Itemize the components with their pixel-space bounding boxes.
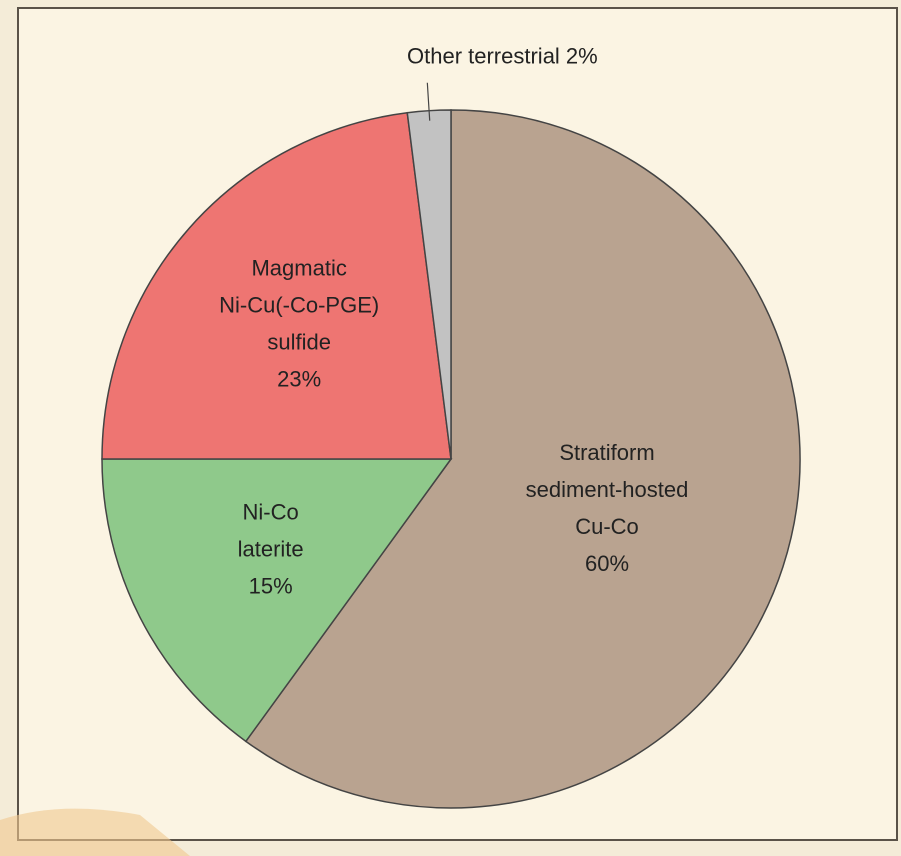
category-label: Ni-Cu(-Co-PGE)	[219, 292, 379, 317]
category-label: Magmatic	[251, 255, 346, 280]
leader-line	[426, 82, 431, 121]
category-label: Cu-Co	[575, 514, 639, 539]
value-label: 2%	[566, 44, 598, 69]
category-label: Ni-Co	[243, 500, 299, 525]
corner-decoration	[0, 808, 190, 856]
pie-slice	[101, 458, 453, 743]
value-label: 23%	[277, 366, 321, 391]
category-label: sulfide	[267, 329, 331, 354]
category-label: laterite	[238, 537, 304, 562]
slice-label: Other terrestrial 2%	[407, 44, 598, 69]
pie-slice	[101, 111, 452, 460]
category-label: Other terrestrial	[407, 44, 560, 69]
category-label: sediment-hosted	[526, 477, 689, 502]
pie-slice	[244, 109, 801, 809]
category-label: Stratiform	[559, 440, 654, 465]
value-label: 15%	[249, 574, 293, 599]
value-label: 60%	[585, 551, 629, 576]
